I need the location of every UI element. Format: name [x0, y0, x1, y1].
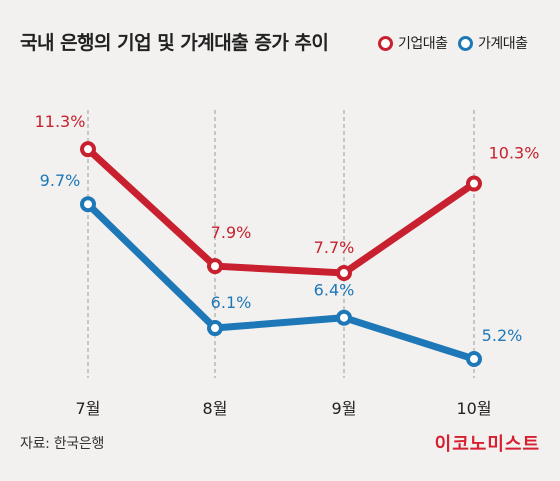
x-tick-label-2: 8월 [203, 399, 228, 418]
data-label-corporate-4: 10.3% [489, 144, 540, 163]
data-label-household-1: 9.7% [40, 171, 81, 190]
data-label-corporate-1: 11.3% [35, 112, 86, 131]
legend-marker-household [458, 35, 473, 51]
brand-logo: 이코노미스트 [434, 434, 540, 455]
legend-marker-corporate [378, 35, 393, 51]
data-label-household-3: 6.4% [314, 281, 355, 300]
point-household-2 [207, 320, 223, 337]
data-label-household-4: 5.2% [482, 326, 523, 345]
data-label-corporate-3: 7.7% [314, 238, 355, 257]
series-line-corporate [85, 146, 476, 277]
point-corporate-4 [466, 175, 482, 192]
chart-title: 국내 은행의 기업 및 가계대출 증가 추이 [20, 32, 329, 54]
x-tick-label-1: 7월 [76, 399, 101, 418]
point-corporate-2 [207, 258, 223, 275]
legend-label-corporate: 기업대출 [398, 36, 448, 52]
legend-label-household: 가계대출 [478, 36, 528, 52]
point-household-3 [336, 309, 352, 326]
legend-item-corporate: 기업대출 [378, 33, 448, 53]
point-corporate-1 [80, 141, 96, 158]
x-tick-label-4: 10월 [456, 399, 491, 418]
x-tick-label-3: 9월 [332, 399, 357, 418]
legend-item-household: 가계대출 [458, 33, 528, 53]
series-line-household [85, 201, 476, 363]
point-household-1 [80, 196, 96, 213]
data-label-household-2: 6.1% [211, 293, 252, 312]
data-label-corporate-2: 7.9% [211, 223, 252, 242]
source-note: 자료: 한국은행 [20, 436, 105, 452]
point-household-4 [466, 351, 482, 367]
point-corporate-3 [336, 265, 352, 281]
